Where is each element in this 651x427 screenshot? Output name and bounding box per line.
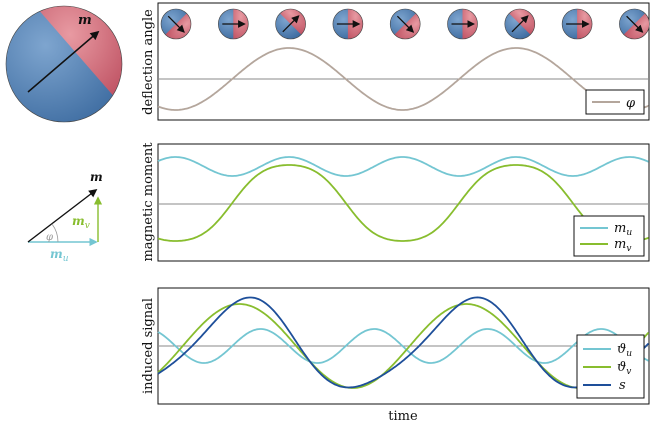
- theta-u-curve: [157, 328, 649, 364]
- mv-vector-label: mv: [72, 214, 90, 231]
- magnet-ball-1: [160, 8, 192, 40]
- moment-ylabel: magnetic moment: [141, 142, 156, 262]
- legend-box: [573, 215, 645, 257]
- legend-label-phi: φ: [626, 96, 636, 111]
- deflection-legend: φ: [585, 89, 645, 115]
- phi-curve: [157, 47, 649, 111]
- ball-arrow-1: [167, 15, 185, 33]
- legend-label-s: s: [619, 378, 626, 393]
- signal-ylabel: induced signal: [141, 298, 156, 394]
- magnet-ball-7: [504, 8, 536, 40]
- m-vector-label: m: [90, 170, 103, 184]
- moment-legend: mu mv: [573, 215, 645, 257]
- magnet-ball-6: [447, 8, 478, 40]
- signal-xlabel: time: [388, 409, 418, 424]
- m-arrow: [27, 188, 98, 243]
- legend-label-theta-u: ϑu: [617, 342, 632, 359]
- moment-frame: [157, 143, 650, 262]
- ball-arrow-9: [626, 15, 644, 33]
- theta-v-curve: [157, 303, 650, 389]
- magnet-ball-8: [561, 8, 593, 40]
- ball-row: [160, 8, 650, 40]
- legend-label-mv: mv: [614, 237, 631, 254]
- signal-panel: induced signal time ϑu ϑv s: [141, 287, 650, 424]
- deflection-frame: [157, 2, 650, 121]
- magnet-ball-2: [218, 8, 249, 40]
- vector-diagram: m mv mu φ: [27, 170, 103, 264]
- legend-label-theta-v: ϑv: [617, 360, 631, 377]
- magnet-ball-3: [275, 8, 306, 40]
- legend-label-mu: mu: [614, 221, 632, 238]
- magnet-ball-5: [389, 8, 421, 40]
- magnet-ball-4: [332, 8, 364, 40]
- mu-vector-label: mu: [50, 247, 69, 264]
- deflection-panel: deflection angle φ: [141, 2, 650, 121]
- magnet-ball: m: [5, 5, 123, 123]
- moment-symbol: m: [78, 13, 92, 28]
- magnet-ball-9: [619, 8, 650, 40]
- ball-arrow-3: [282, 15, 300, 33]
- mu-curve: [157, 156, 649, 177]
- moment-arrow: [27, 30, 100, 93]
- ball-arrow-7: [511, 15, 529, 33]
- phi-angle-label: φ: [46, 232, 53, 243]
- signal-legend: ϑu ϑv s: [576, 334, 645, 399]
- s-curve: [157, 296, 650, 389]
- moment-panel: magnetic moment mu mv: [141, 142, 650, 262]
- mv-curve: [157, 164, 649, 242]
- phi-arc: [51, 223, 59, 243]
- deflection-ylabel: deflection angle: [141, 9, 156, 115]
- ball-arrow-5: [396, 15, 415, 33]
